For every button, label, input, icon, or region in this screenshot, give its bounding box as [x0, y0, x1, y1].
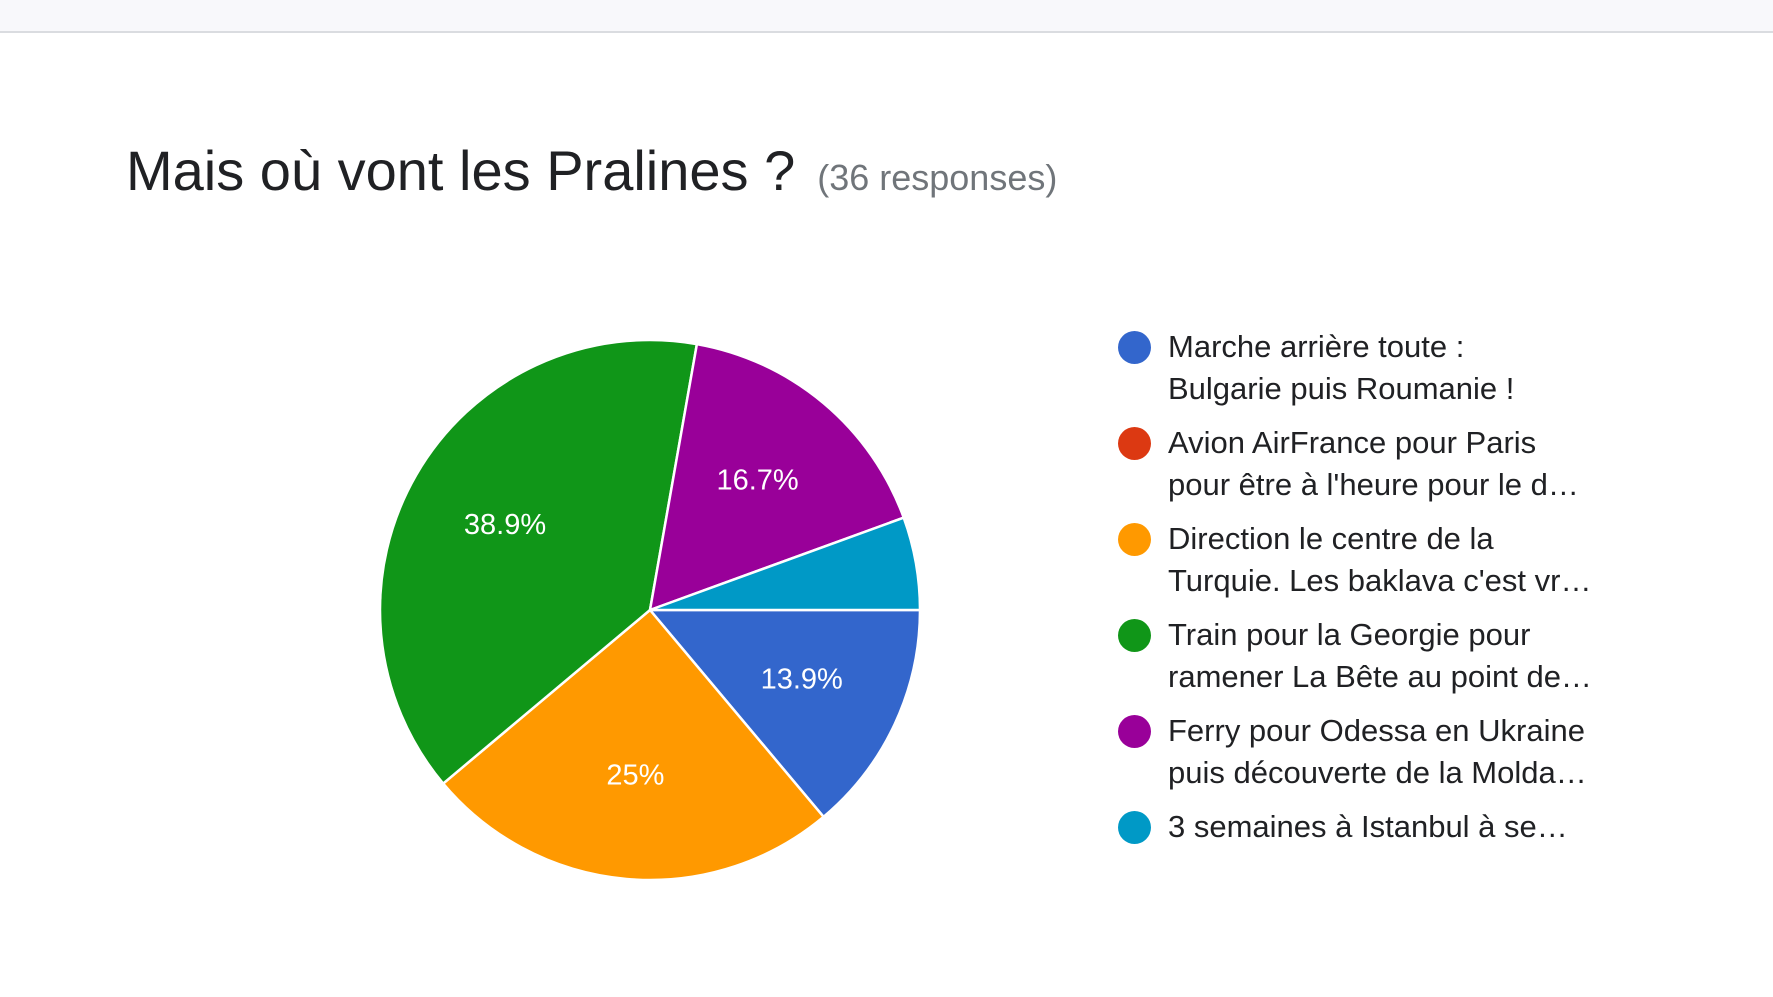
legend-label-2: Direction le centre de la Turquie. Les b… [1168, 521, 1592, 598]
legend-swatch-4 [1118, 715, 1151, 748]
legend-label-4: Ferry pour Odessa en Ukraine puis découv… [1168, 713, 1587, 790]
legend-swatch-0 [1118, 331, 1151, 364]
legend-swatch-2 [1118, 523, 1151, 556]
pie-slice-2[interactable] [441, 608, 826, 882]
pie-slice-3[interactable] [378, 338, 699, 786]
pie-slice-label-3: 38.9% [464, 509, 546, 541]
pie-slice-4[interactable] [648, 342, 906, 612]
chart-legend: Marche arrière toute : Bulgarie puis Rou… [1118, 326, 1638, 902]
legend-item-5[interactable]: 3 semaines à Istanbul à se… [1118, 806, 1638, 902]
pie-slice-5[interactable] [649, 516, 922, 612]
legend-swatch-3 [1118, 619, 1151, 652]
response-count: (36 responses) [817, 157, 1058, 198]
chart-title: Mais où vont les Pralines ? [126, 139, 796, 202]
pie-slice-0[interactable] [647, 608, 922, 819]
legend-label-0: Marche arrière toute : Bulgarie puis Rou… [1168, 329, 1515, 406]
pie-slice-label-0: 13.9% [761, 663, 843, 695]
legend-item-1[interactable]: Avion AirFrance pour Paris pour être à l… [1118, 422, 1638, 518]
pie-slice-label-4: 16.7% [716, 464, 798, 496]
legend-label-1: Avion AirFrance pour Paris pour être à l… [1168, 425, 1579, 502]
legend-item-2[interactable]: Direction le centre de la Turquie. Les b… [1118, 518, 1638, 614]
legend-item-3[interactable]: Train pour la Georgie pour ramener La Bê… [1118, 614, 1638, 710]
legend-item-0[interactable]: Marche arrière toute : Bulgarie puis Rou… [1118, 326, 1638, 422]
chart-header: Mais où vont les Pralines ? (36 responses… [126, 138, 1057, 203]
legend-item-4[interactable]: Ferry pour Odessa en Ukraine puis découv… [1118, 710, 1638, 806]
legend-label-5: 3 semaines à Istanbul à se… [1168, 809, 1568, 844]
legend-swatch-5 [1118, 811, 1151, 844]
legend-swatch-1 [1118, 427, 1151, 460]
pie-chart: 13.9% 25% 38.9% 16.7% [378, 338, 922, 882]
pie-slice-label-2: 25% [606, 759, 664, 791]
legend-label-3: Train pour la Georgie pour ramener La Bê… [1168, 617, 1592, 694]
top-bar [0, 0, 1773, 33]
